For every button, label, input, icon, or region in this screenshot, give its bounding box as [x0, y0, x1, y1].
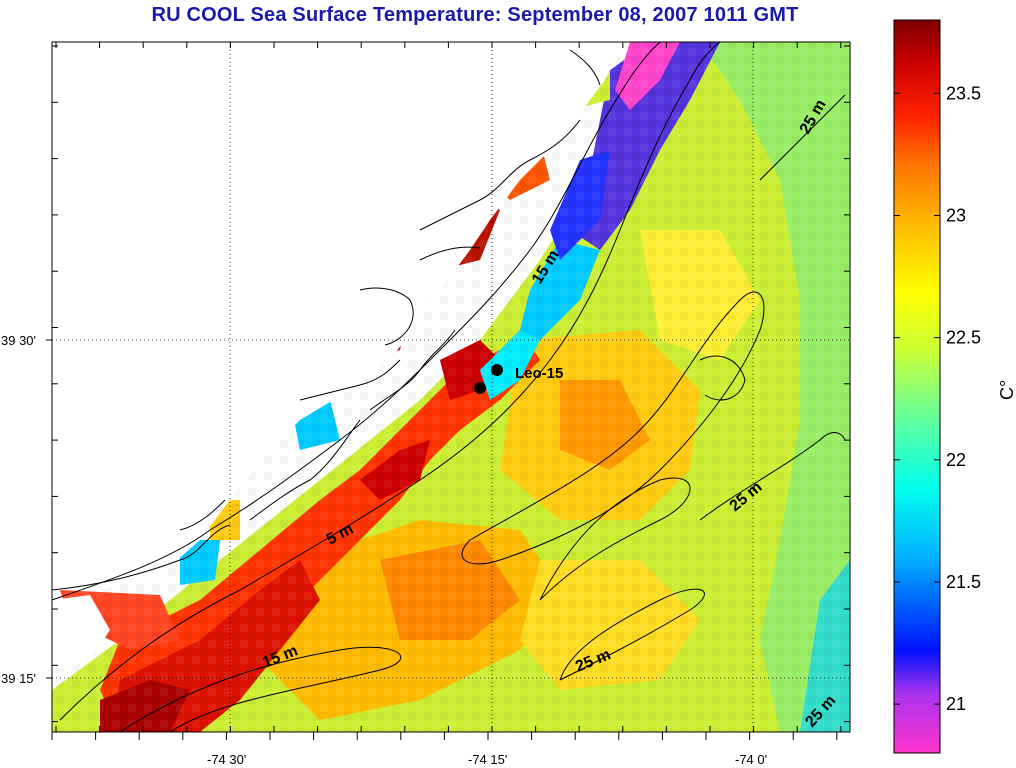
colorbar-tick-label: 21 — [946, 694, 966, 714]
station-marker[interactable] — [491, 364, 503, 376]
colorbar-ticks: 21 21.5 22 22.5 23 23.5 — [894, 83, 981, 714]
colorbar-unit-label: C° — [997, 380, 1016, 400]
lon-label-74-30: -74 30' — [207, 752, 246, 767]
colorbar: 21 21.5 22 22.5 23 23.5 C° — [893, 19, 1016, 754]
colorbar-tick-label: 22.5 — [946, 328, 981, 348]
axis-ticks — [46, 42, 850, 740]
station-marker[interactable] — [474, 382, 486, 394]
colorbar-tick-label: 22 — [946, 450, 966, 470]
lat-label-39-30: 39 30' — [1, 333, 36, 348]
colorbar-fill — [893, 19, 941, 754]
map-title: RU COOL Sea Surface Temperature: Septemb… — [151, 4, 799, 26]
colorbar-tick-label: 21.5 — [946, 572, 981, 592]
bathymetry-contours — [52, 42, 846, 732]
lon-label-74-15: -74 15' — [468, 752, 507, 767]
map-area[interactable]: 15 m 5 m 15 m 25 m 25 m 25 m 25 m Leo-15 — [52, 42, 850, 732]
land-mass — [52, 42, 625, 670]
lon-label-74-0: -74 0' — [735, 752, 767, 767]
colorbar-tick-label: 23 — [946, 205, 966, 225]
map-grid — [52, 42, 850, 732]
station-leo-15[interactable]: Leo-15 — [474, 364, 563, 394]
colorbar-tick-label: 23.5 — [946, 83, 981, 103]
map-frame — [51, 41, 851, 733]
station-label: Leo-15 — [515, 365, 563, 382]
lat-label-39-15: 39 15' — [1, 671, 36, 686]
